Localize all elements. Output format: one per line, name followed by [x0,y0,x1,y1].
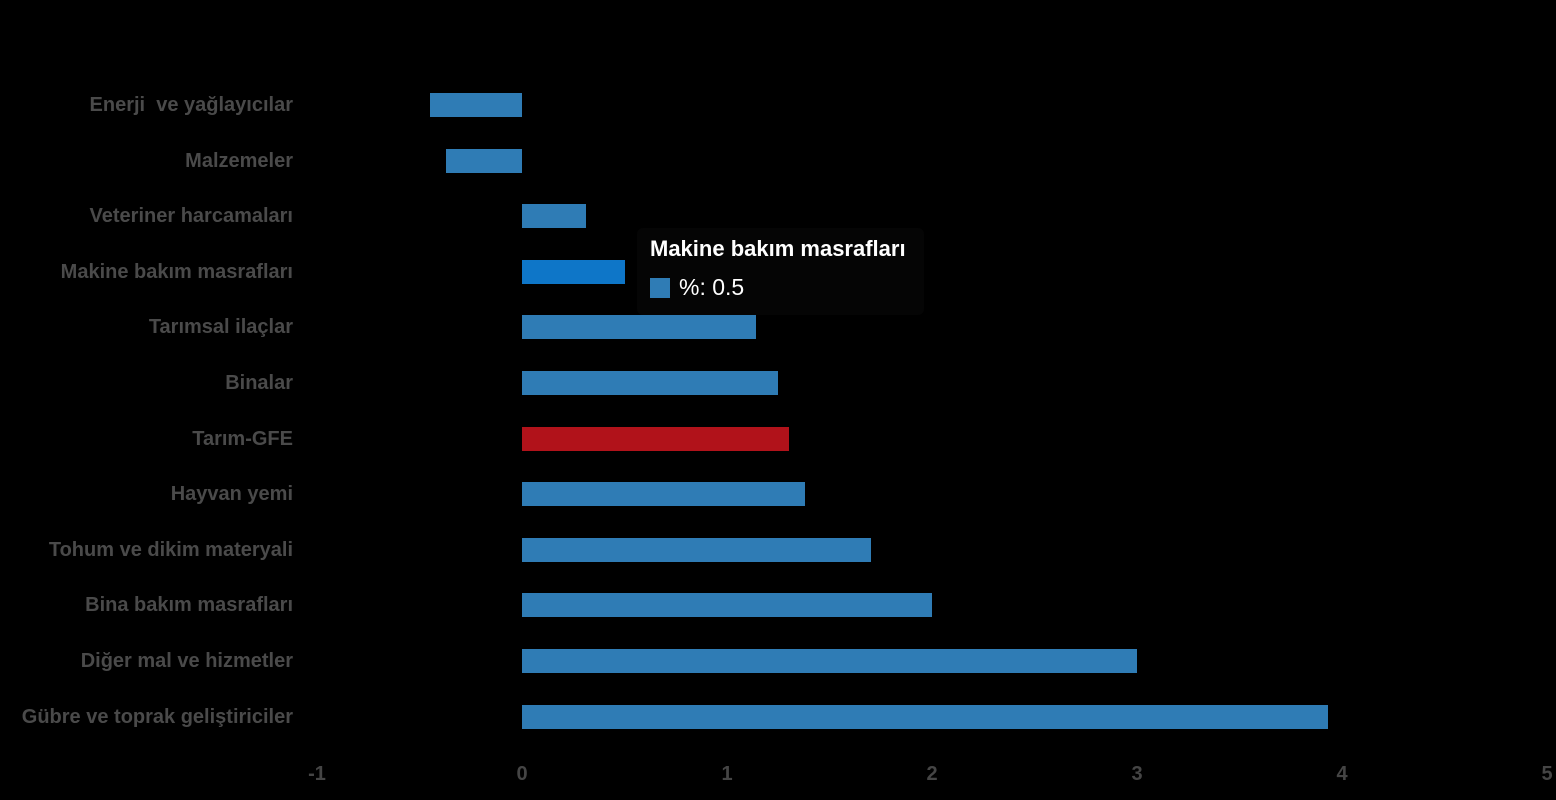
x-axis-tick-label: -1 [308,763,326,785]
bar[interactable] [522,259,625,284]
category-label: Binalar [225,372,293,394]
bar[interactable] [522,593,932,618]
category-label: Hayvan yemi [170,483,293,506]
x-axis-tick-label: 5 [1541,763,1553,785]
bar[interactable] [429,93,522,117]
x-axis-tick-label: 4 [1336,763,1348,785]
bar[interactable] [522,704,1328,729]
x-axis-tick-label: 3 [1131,763,1143,785]
tooltip-series-row: %: 0.5 [650,274,906,301]
category-label: Gübre ve toprak geliştiriciler [21,705,293,728]
x-axis-tick-label: 0 [516,763,528,785]
bar[interactable] [522,537,871,562]
bar[interactable] [522,426,789,451]
category-label: Diğer mal ve hizmetler [80,650,293,672]
category-label: Bina bakım masrafları [85,594,293,617]
series-legend-square-icon [650,277,670,298]
bar[interactable] [446,148,522,173]
bar[interactable] [522,482,805,507]
category-label: Tarım-GFE [192,427,293,450]
tooltip-value: %: 0.5 [679,274,745,300]
category-label: Malzemeler [185,149,293,172]
x-axis-tick-label: 2 [926,763,938,785]
category-label: Makine bakım masrafları [60,260,293,283]
x-axis-tick-label: 1 [721,763,733,785]
category-label: Veteriner harcamaları [89,205,293,228]
bar[interactable] [522,649,1137,673]
bar[interactable] [522,371,779,395]
category-label: Tohum ve dikim materyali [48,538,293,561]
category-label: Tarımsal ilaçlar [148,316,293,339]
bar[interactable] [522,204,586,229]
category-label: Enerji ve yağlayıcılar [89,94,293,116]
tooltip-title: Makine bakım masrafları [650,236,906,261]
bar[interactable] [522,315,756,340]
tooltip: Makine bakım masrafları %: 0.5 [637,228,924,315]
